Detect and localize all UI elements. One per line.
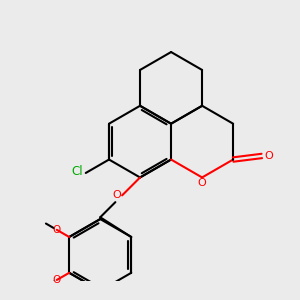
Text: O: O — [53, 275, 61, 285]
Text: O: O — [265, 151, 273, 161]
Text: O: O — [53, 225, 61, 235]
Text: O: O — [112, 190, 121, 200]
Text: Cl: Cl — [71, 165, 82, 178]
Text: O: O — [198, 178, 206, 188]
